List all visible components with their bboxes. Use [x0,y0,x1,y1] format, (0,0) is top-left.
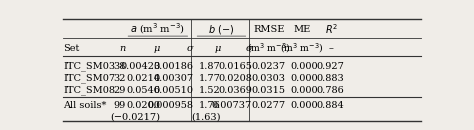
Text: 0.0237: 0.0237 [251,62,285,71]
Text: 99: 99 [113,101,125,110]
Text: σ: σ [246,44,252,53]
Text: 0.000: 0.000 [291,62,318,71]
Text: 0.00186: 0.00186 [153,62,193,71]
Text: Set: Set [63,44,79,53]
Text: 0.000: 0.000 [291,74,318,83]
Text: 0.0165: 0.0165 [218,62,252,71]
Text: 0.00307: 0.00307 [153,74,193,83]
Text: 0.0369: 0.0369 [218,86,252,95]
Text: 0.0277: 0.0277 [251,101,285,110]
Text: 1.52: 1.52 [199,86,221,95]
Text: (m$^3$ m$^{-3}$): (m$^3$ m$^{-3}$) [280,42,323,55]
Text: –: – [328,44,334,53]
Text: 29: 29 [113,86,125,95]
Text: 1.87: 1.87 [199,62,221,71]
Text: 0.0200: 0.0200 [127,101,160,110]
Text: 0.786: 0.786 [316,86,344,95]
Text: n: n [119,44,125,53]
Text: 32: 32 [113,74,125,83]
Text: (m$^3$ m$^{-3}$): (m$^3$ m$^{-3}$) [247,42,291,55]
Text: 0.0214: 0.0214 [126,74,160,83]
Text: 1.77: 1.77 [199,74,221,83]
Text: $a$ (m$^3$ m$^{-3}$): $a$ (m$^3$ m$^{-3}$) [130,22,185,37]
Text: 0.883: 0.883 [316,74,344,83]
Text: $R^2$: $R^2$ [325,22,337,36]
Text: σ: σ [187,44,193,53]
Text: 0.000: 0.000 [291,86,318,95]
Text: 0.927: 0.927 [316,62,344,71]
Text: (−0.0217): (−0.0217) [110,112,160,121]
Text: 0.0303: 0.0303 [251,74,285,83]
Text: 0.884: 0.884 [316,101,344,110]
Text: 0.0208: 0.0208 [218,74,252,83]
Text: 0.00423: 0.00423 [120,62,160,71]
Text: RMSE: RMSE [253,25,284,34]
Text: 0.000: 0.000 [291,101,318,110]
Text: 0.00737: 0.00737 [212,101,252,110]
Text: 0.000958: 0.000958 [147,101,193,110]
Text: 0.0546: 0.0546 [127,86,160,95]
Text: ITC_SM03: ITC_SM03 [63,61,115,71]
Text: All soils*: All soils* [63,101,106,110]
Text: $b$ $(\mathregular{-})$: $b$ $(\mathregular{-})$ [209,23,235,36]
Text: 38: 38 [113,62,125,71]
Text: ITC_SM07: ITC_SM07 [63,73,115,83]
Text: ME: ME [293,25,310,34]
Text: (1.63): (1.63) [191,112,221,121]
Text: ITC_SM08: ITC_SM08 [63,85,115,95]
Text: 1.76: 1.76 [199,101,221,110]
Text: 0.00510: 0.00510 [153,86,193,95]
Text: μ: μ [154,44,160,53]
Text: 0.0315: 0.0315 [251,86,285,95]
Text: μ: μ [215,44,221,53]
